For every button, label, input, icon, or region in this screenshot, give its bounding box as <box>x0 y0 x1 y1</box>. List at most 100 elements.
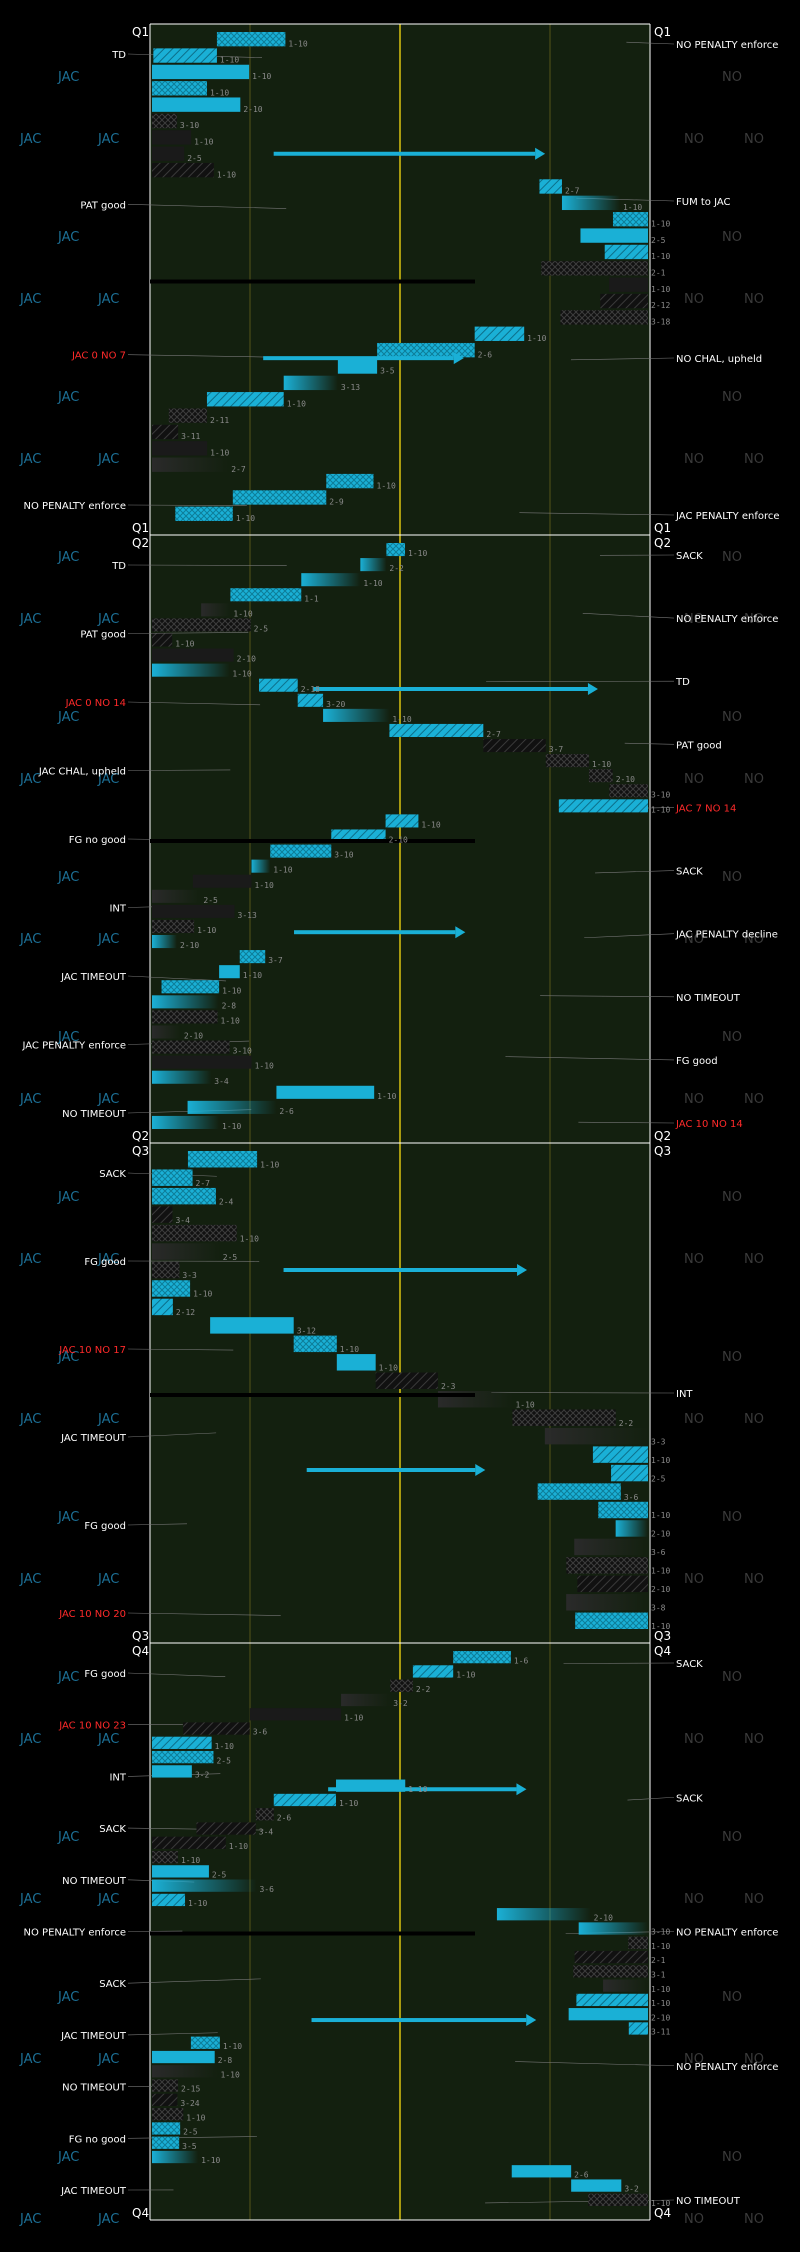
pass-arrow-head <box>455 926 466 939</box>
away-play <box>574 1538 648 1556</box>
watermark-away: NO <box>684 1892 704 1907</box>
event-label: PAT good <box>80 630 126 641</box>
watermark-home: JAC <box>19 1892 41 1907</box>
event-label: FG good <box>84 1669 126 1680</box>
down-distance-label: 1-6 <box>514 1656 529 1665</box>
down-distance-label: 3-2 <box>195 1771 210 1780</box>
away-play <box>573 1965 648 1978</box>
watermark-away: NO <box>684 1572 704 1587</box>
away-play <box>152 1243 220 1260</box>
down-distance-label: 2-1 <box>651 1956 666 1965</box>
home-play <box>152 97 241 112</box>
pass-arrow <box>294 930 456 935</box>
event-leader <box>127 975 227 982</box>
away-play <box>196 1822 256 1835</box>
home-play <box>615 1520 648 1537</box>
down-distance-label: 3-13 <box>341 383 360 392</box>
down-distance-label: 1-10 <box>229 1842 248 1851</box>
home-play <box>152 1765 192 1778</box>
down-distance-label: 1-10 <box>651 285 670 294</box>
event-leader <box>127 204 287 209</box>
down-distance-label: 1-10 <box>651 252 670 261</box>
home-play <box>628 2022 648 2035</box>
quarter-label: Q2 <box>132 1129 149 1143</box>
down-distance-label: 2-5 <box>212 1871 227 1880</box>
away-play <box>152 1206 173 1223</box>
down-distance-label: 3-3 <box>182 1271 197 1280</box>
score-label: JAC 10 NO 23 <box>58 1721 126 1732</box>
event-leader <box>127 1978 261 1984</box>
away-play <box>152 441 208 456</box>
down-distance-label: 1-10 <box>222 986 241 995</box>
event-label: SACK <box>676 867 703 878</box>
score-label: JAC 10 NO 17 <box>58 1345 126 1356</box>
pass-arrow-head <box>516 1783 527 1796</box>
event-leader <box>515 2061 675 2067</box>
away-play <box>609 784 648 798</box>
watermark-home: JAC <box>19 932 41 947</box>
down-distance-label: 1-10 <box>287 399 306 408</box>
down-distance-label: 1-10 <box>651 1942 670 1951</box>
away-play <box>152 130 192 145</box>
away-play <box>512 1409 616 1426</box>
event-leader <box>127 1348 234 1351</box>
event-label: JAC TIMEOUT <box>60 1433 127 1444</box>
home-play <box>337 359 378 374</box>
away-play <box>152 1224 237 1242</box>
down-distance-label: 1-10 <box>260 1160 279 1169</box>
down-distance-label: 1-10 <box>344 1713 363 1722</box>
down-distance-label: 3-24 <box>180 2099 199 2108</box>
home-play <box>377 342 475 358</box>
down-distance-label: 3-13 <box>238 911 257 920</box>
event-label: PAT good <box>80 200 126 211</box>
watermark-away: NO <box>744 1412 764 1427</box>
away-play <box>375 1372 438 1389</box>
watermark-home: JAC <box>19 132 41 147</box>
watermark-away: NO <box>684 772 704 787</box>
event-label: NO TIMEOUT <box>62 1876 127 1887</box>
watermark-home: JAC <box>97 1412 119 1427</box>
home-play <box>152 1736 212 1749</box>
down-distance-label: 1-10 <box>243 971 262 980</box>
away-play <box>152 904 235 918</box>
quarter-label: Q3 <box>132 1144 149 1158</box>
down-distance-label: 2-10 <box>651 1530 670 1539</box>
watermark-away: NO <box>722 390 742 405</box>
watermark-away: NO <box>722 1510 742 1525</box>
watermark-away: NO <box>744 132 764 147</box>
home-play <box>576 1993 648 2007</box>
event-leader <box>127 701 261 706</box>
down-distance-label: 1-10 <box>194 138 213 147</box>
watermark-home: JAC <box>97 1092 119 1107</box>
home-play <box>152 1893 186 1907</box>
down-distance-label: 1-10 <box>408 549 427 558</box>
home-play <box>251 859 271 873</box>
down-distance-label: 1-10 <box>377 481 396 490</box>
home-play <box>611 1464 648 1482</box>
quarter-label: Q3 <box>654 1144 671 1158</box>
down-distance-label: 3-11 <box>181 432 200 441</box>
quarter-label: Q1 <box>132 521 149 535</box>
home-play <box>568 2008 648 2021</box>
away-play <box>152 146 185 161</box>
away-play <box>152 633 173 647</box>
event-leader <box>627 1796 675 1801</box>
down-distance-label: 1-10 <box>339 1799 358 1808</box>
watermark-home: JAC <box>57 1030 79 1045</box>
down-distance-label: 2-6 <box>279 1107 294 1116</box>
watermark-away: NO <box>684 292 704 307</box>
watermark-away: NO <box>722 230 742 245</box>
home-play <box>152 1187 216 1205</box>
home-play <box>578 1922 648 1935</box>
event-label: INT <box>109 904 126 915</box>
away-play <box>152 424 179 440</box>
away-play <box>545 754 589 768</box>
down-distance-label: 1-10 <box>221 1016 240 1025</box>
down-distance-label: 3-5 <box>380 367 395 376</box>
watermark-home: JAC <box>19 2212 41 2227</box>
away-play <box>152 648 234 662</box>
down-distance-label: 1-10 <box>651 1622 670 1631</box>
event-label: FG no good <box>69 835 126 846</box>
away-play <box>152 457 229 472</box>
down-distance-label: 2-2 <box>416 1685 431 1694</box>
